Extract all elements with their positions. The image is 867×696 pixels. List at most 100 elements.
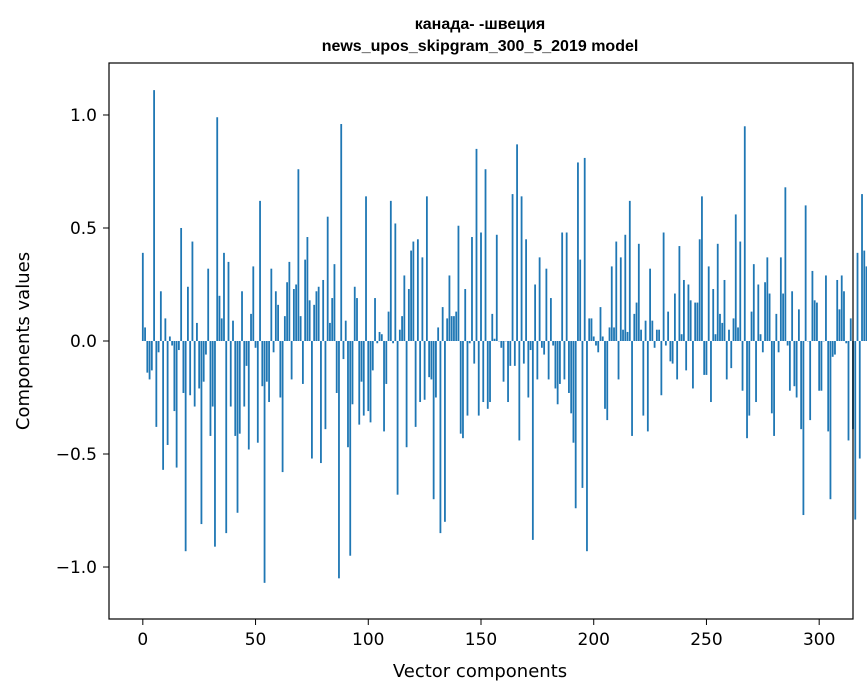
bar-77 (315, 291, 318, 341)
bar-97 (360, 341, 363, 382)
bar-141 (459, 341, 462, 434)
bar-85 (333, 264, 336, 341)
bar-51 (256, 341, 259, 443)
bar-296 (809, 341, 812, 421)
bar-308 (836, 279, 839, 341)
bar-55 (265, 341, 268, 382)
bar-150 (480, 232, 482, 341)
bar-272 (755, 341, 757, 403)
bar-207 (608, 327, 611, 341)
bar-252 (710, 341, 712, 403)
bar-268 (746, 341, 748, 439)
bar-232 (664, 341, 667, 346)
bar-107 (383, 341, 385, 432)
bar-22 (191, 241, 194, 341)
bar-47 (247, 341, 250, 450)
bar-8 (159, 291, 162, 341)
bar-45 (243, 341, 246, 407)
bar-228 (655, 329, 658, 341)
bar-29 (207, 268, 210, 341)
bar-261 (730, 341, 733, 369)
x-tick-label: 250 (690, 630, 722, 650)
bar-293 (802, 341, 805, 516)
chart-title-line2: news_upos_skipgram_300_5_2019 model (322, 38, 639, 55)
bar-94 (353, 286, 356, 341)
bar-284 (782, 293, 785, 341)
bar-206 (606, 341, 609, 421)
bar-219 (635, 302, 638, 341)
bar-149 (477, 341, 480, 416)
bar-218 (633, 313, 636, 341)
bar-223 (644, 320, 647, 341)
bar-319 (861, 194, 863, 341)
bar-281 (775, 313, 778, 341)
bar-240 (683, 279, 685, 341)
bar-92 (349, 341, 352, 556)
bar-129 (432, 341, 435, 500)
bar-178 (543, 341, 546, 355)
bar-165 (513, 341, 516, 366)
bar-78 (317, 286, 320, 341)
bar-314 (849, 318, 852, 341)
bar-196 (583, 157, 586, 341)
bar-42 (236, 341, 239, 513)
bar-135 (446, 318, 449, 341)
y-axis-label: Components values (13, 252, 34, 430)
bar-series (141, 90, 867, 583)
bar-188 (565, 232, 568, 341)
bar-63 (283, 316, 286, 341)
bar-50 (254, 341, 257, 348)
bar-12 (168, 336, 171, 341)
bar-251 (707, 266, 710, 341)
bar-28 (205, 341, 207, 355)
bar-144 (466, 341, 469, 416)
bar-76 (313, 304, 316, 341)
bar-250 (705, 341, 708, 375)
bar-210 (615, 241, 618, 341)
bar-204 (601, 336, 604, 341)
bar-216 (628, 200, 631, 341)
bar-35 (220, 318, 223, 341)
bar-169 (522, 341, 525, 364)
bar-274 (759, 334, 762, 341)
bar-194 (579, 259, 582, 341)
bar-86 (335, 341, 338, 393)
bar-102 (371, 341, 374, 371)
bar-3 (148, 341, 151, 380)
bar-117 (405, 341, 408, 448)
bar-155 (491, 313, 494, 341)
bar-32 (214, 341, 216, 547)
bar-66 (290, 341, 293, 380)
bar-299 (816, 302, 818, 341)
bar-60 (277, 304, 279, 341)
bar-59 (274, 291, 277, 341)
bar-282 (777, 341, 780, 353)
bar-305 (829, 341, 832, 500)
bar-136 (448, 275, 451, 341)
bar-225 (649, 268, 651, 341)
bar-38 (227, 261, 230, 341)
bar-17 (180, 227, 183, 341)
bar-166 (516, 144, 518, 341)
bar-61 (279, 341, 282, 398)
bar-316 (854, 341, 857, 520)
bar-171 (527, 341, 530, 398)
x-tick-label: 150 (465, 630, 497, 650)
bar-303 (825, 275, 827, 341)
bar-233 (667, 311, 670, 341)
bar-249 (703, 341, 706, 375)
bar-307 (834, 341, 836, 355)
bar-270 (750, 311, 753, 341)
bar-285 (784, 187, 787, 341)
bar-199 (590, 318, 593, 341)
bar-52 (259, 200, 261, 341)
bar-4 (150, 341, 153, 371)
bar-177 (540, 341, 543, 348)
bar-217 (631, 341, 633, 436)
bar-21 (189, 341, 192, 396)
bar-239 (680, 334, 683, 341)
bar-202 (597, 341, 600, 353)
bar-6 (155, 341, 158, 427)
bar-73 (306, 237, 309, 341)
bar-36 (223, 252, 225, 341)
